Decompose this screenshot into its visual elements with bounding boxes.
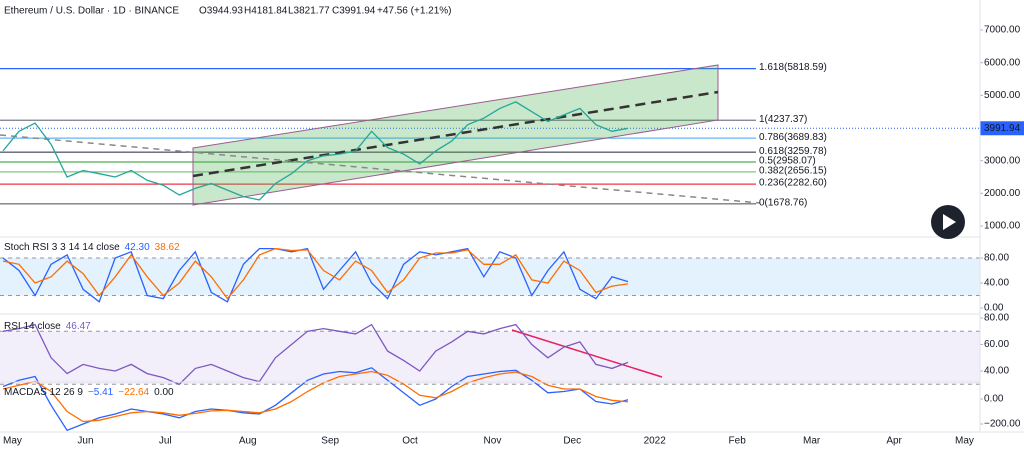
indicator-name: MACDAS 12 26 9 xyxy=(4,387,83,398)
indicator-line xyxy=(2,323,629,386)
y-tick-label: 40.00 xyxy=(984,366,1009,377)
indicator-value: −22.64 xyxy=(118,387,149,398)
x-tick-label: Mar xyxy=(803,436,821,447)
indicator-name: RSI 14 close xyxy=(4,321,61,332)
y-tick-label: 80.00 xyxy=(984,313,1009,324)
fib-label: 0.786(3689.83) xyxy=(759,132,827,143)
fib-label: 0.236(2282.60) xyxy=(759,178,827,189)
indicator-line xyxy=(2,247,629,300)
ohlc-high: H4181.84 xyxy=(244,6,288,17)
fib-label: 0.618(3259.78) xyxy=(759,146,827,157)
indicator-value: −5.41 xyxy=(88,387,114,398)
indicator-line xyxy=(2,370,629,423)
x-tick-label: Oct xyxy=(402,436,418,447)
y-tick-label: 6000.00 xyxy=(984,57,1021,68)
y-tick-label: 3000.00 xyxy=(984,155,1021,166)
last-price-label: 3991.94 xyxy=(984,123,1021,134)
y-tick-label: 80.00 xyxy=(984,253,1009,264)
indicator-value: 42.30 xyxy=(125,242,150,253)
price-line xyxy=(2,101,629,201)
indicator-line xyxy=(2,247,629,303)
y-tick-label: 0.00 xyxy=(984,303,1004,314)
rsi-trend-line xyxy=(511,329,663,378)
indicator-legend: MACDAS 12 26 9 −5.41 −22.64 0.00 xyxy=(4,387,174,398)
x-tick-label: Jun xyxy=(77,436,93,447)
fib-label: 1.618(5818.59) xyxy=(759,62,827,73)
indicator-value: 38.62 xyxy=(155,242,180,253)
indicator-name: Stoch RSI 3 3 14 14 close xyxy=(4,242,120,253)
x-tick-label: Apr xyxy=(886,436,902,447)
indicator-legend: Stoch RSI 3 3 14 14 close 42.30 38.62 xyxy=(4,242,180,253)
y-tick-label: 1000.00 xyxy=(984,221,1021,232)
x-tick-label: Feb xyxy=(729,436,747,447)
x-tick-label: Aug xyxy=(239,436,257,447)
fib-label: 0.382(2656.15) xyxy=(759,166,827,177)
symbol: Ethereum / U.S. Dollar · 1D · BINANCE xyxy=(4,6,179,17)
x-tick-label: Jul xyxy=(159,436,172,447)
indicator-legend: RSI 14 close 46.47 xyxy=(4,321,91,332)
play-icon xyxy=(943,214,956,230)
fib-label: 0.5(2958.07) xyxy=(759,156,816,167)
indicator-line xyxy=(2,367,629,432)
x-tick-label: May xyxy=(3,436,22,447)
ohlc-close: C3991.94 xyxy=(332,6,376,17)
x-tick-label: May xyxy=(955,436,974,447)
y-tick-label: 2000.00 xyxy=(984,188,1021,199)
y-tick-label: 0.00 xyxy=(984,394,1004,405)
y-tick-label: 60.00 xyxy=(984,339,1009,350)
indicator-band xyxy=(0,331,980,385)
y-tick-label: −200.00 xyxy=(984,419,1021,430)
indicator-value: 46.47 xyxy=(66,321,91,332)
y-tick-label: 5000.00 xyxy=(984,90,1021,101)
x-tick-label: Sep xyxy=(321,436,339,447)
y-tick-label: 7000.00 xyxy=(984,25,1021,36)
x-tick-label: Nov xyxy=(484,436,502,447)
fib-label: 1(4237.37) xyxy=(759,114,807,125)
ohlc-change: +47.56 (+1.21%) xyxy=(377,6,452,17)
x-tick-label: Dec xyxy=(563,436,581,447)
x-tick-label: 2022 xyxy=(644,436,667,447)
ohlc-low: L3821.77 xyxy=(288,6,330,17)
indicator-value: 0.00 xyxy=(154,387,174,398)
y-tick-label: 40.00 xyxy=(984,278,1009,289)
ohlc-open: O3944.93 xyxy=(199,6,243,17)
channel-midline xyxy=(192,90,719,178)
last-price-box xyxy=(980,121,1024,136)
fib-label: 0(1678.76) xyxy=(759,197,807,208)
